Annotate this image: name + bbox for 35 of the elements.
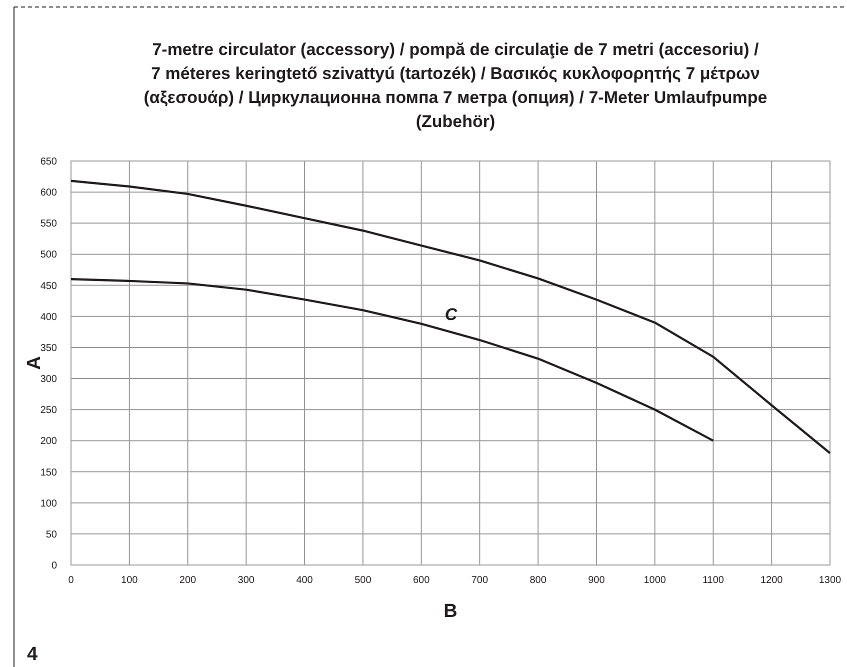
text: 4 <box>27 644 38 665</box>
x-axis-title: B <box>444 601 458 622</box>
x-tick-label: 500 <box>354 575 372 586</box>
y-tick-label: 250 <box>40 405 58 416</box>
y-tick-label: 600 <box>40 188 58 199</box>
x-tick-label: 0 <box>68 575 74 586</box>
y-tick-label: 200 <box>40 436 58 448</box>
line-series <box>70 180 832 454</box>
y-axis-title: A <box>24 356 45 370</box>
y-tick-label: 400 <box>40 312 58 323</box>
x-tick-label: 1300 <box>818 575 842 586</box>
y-tick-label: 350 <box>40 342 58 354</box>
y-tick-label: 0 <box>51 560 58 572</box>
y-tick-label: 550 <box>40 218 58 230</box>
y-tick-label: 50 <box>46 529 58 540</box>
x-tick-label: 700 <box>471 575 488 586</box>
x-tick-label: 900 <box>588 575 606 586</box>
x-tick-label: 1100 <box>702 575 724 586</box>
y-tick-label: 500 <box>40 250 58 261</box>
y-tick-label: 150 <box>40 467 58 478</box>
x-tick-label: 200 <box>179 575 197 586</box>
x-tick-label: 100 <box>121 575 138 586</box>
x-tick-label: 300 <box>238 575 255 586</box>
y-tick-label: 650 <box>40 156 58 168</box>
x-tick-label: 800 <box>530 575 547 586</box>
annotation: C <box>444 305 458 324</box>
chart-title: 7-metre circulator (accessory) / pompă de circulaţie de 7 metri (accesoriu) / 7 méteres keringtető szivattyú (tartozék) / Βασικός κυκλοφορητής 7 μέτρων (αξεσουάρ) / Циркулационна помпа 7 метра (опция) / 7-Meter Umlaufpumpe (Zubehör) <box>144 40 768 131</box>
x-tick-label: 1200 <box>760 575 784 586</box>
y-tick-label: 300 <box>40 374 58 386</box>
x-tick-label: 1000 <box>644 575 666 586</box>
x-tick-label: 600 <box>412 575 430 586</box>
line-series <box>70 278 714 442</box>
y-tick-label: 100 <box>40 498 58 510</box>
y-tick-label: 450 <box>40 280 58 292</box>
x-tick-label: 400 <box>296 575 314 586</box>
